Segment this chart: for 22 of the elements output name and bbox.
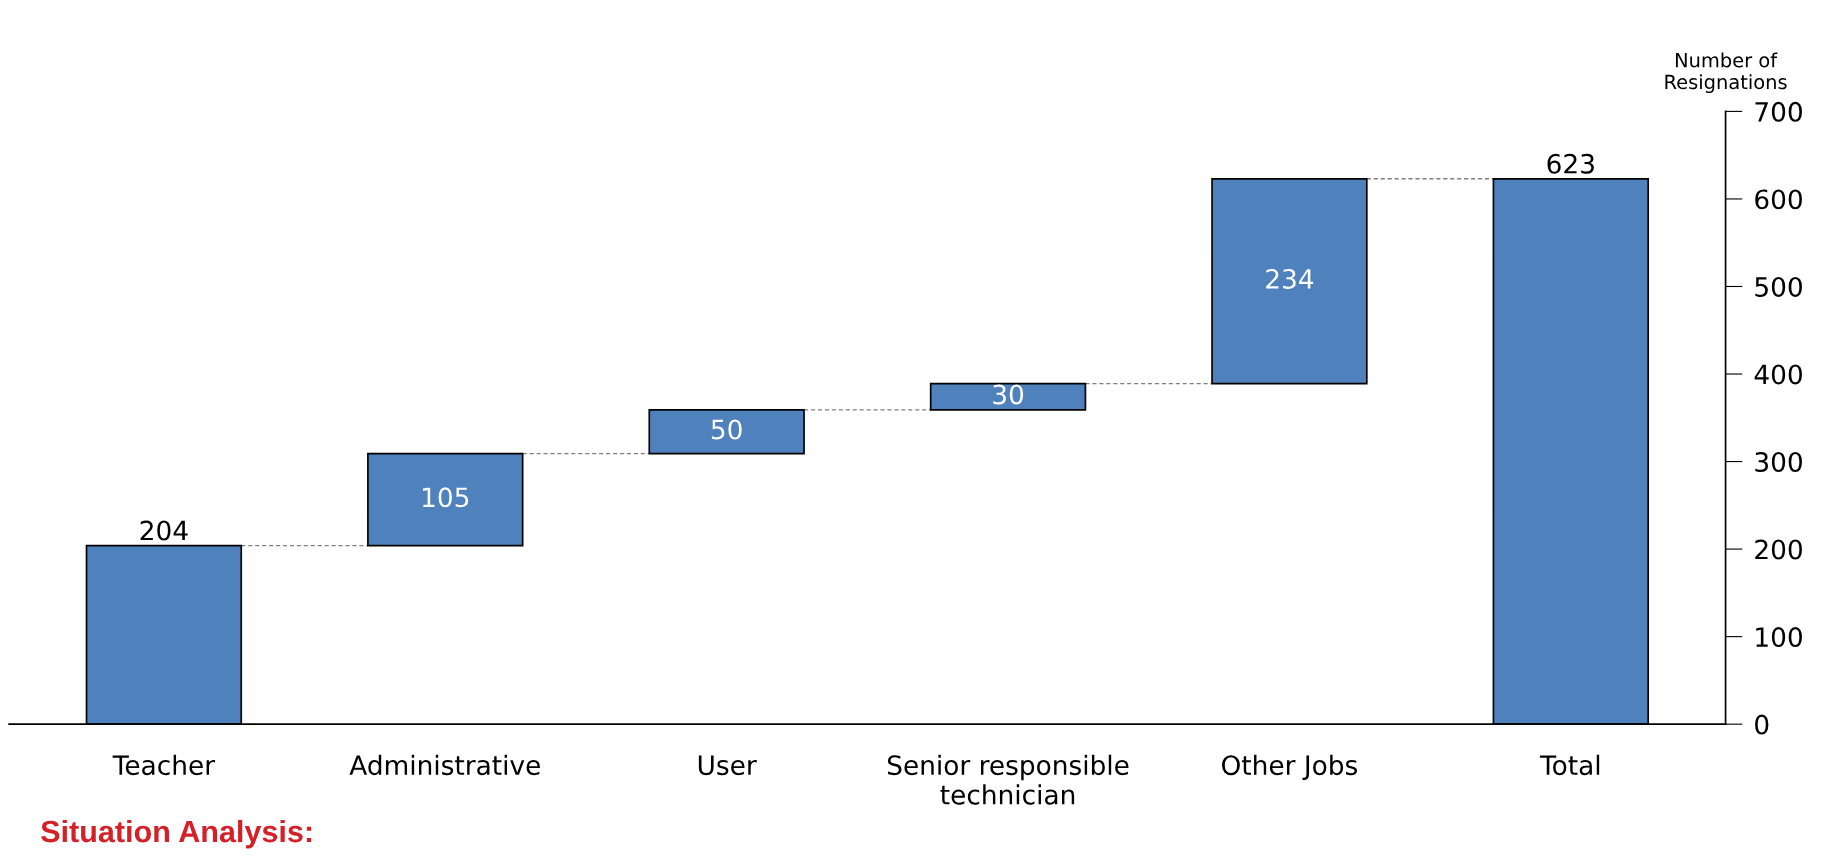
y-tick-label: 600 <box>1755 189 1802 210</box>
data-label: 30 <box>993 384 1024 405</box>
y-tick-label: 0 <box>1755 714 1769 735</box>
y-tick-label: 400 <box>1754 364 1802 385</box>
y-tick-label: 200 <box>1755 539 1802 560</box>
x-tick-label: Other Jobs <box>1222 754 1358 781</box>
x-tick-label: Administrative <box>349 754 540 776</box>
data-label: 204 <box>140 520 188 541</box>
x-tick-label: Teacher <box>112 754 216 776</box>
text: Situation Analysis: <box>41 819 312 849</box>
y-tick-label: 100 <box>1756 627 1802 648</box>
data-label: 623 <box>1547 153 1594 174</box>
y-tick-label: 700 <box>1755 101 1802 122</box>
data-label: 50 <box>711 419 742 440</box>
x-tick-label: Total <box>1539 754 1600 776</box>
x-tick-label: User <box>698 755 757 776</box>
data-label: 105 <box>422 487 469 508</box>
data-label: 234 <box>1266 268 1314 289</box>
x-tick-label: Senior responsible technician <box>887 754 1129 805</box>
y-tick-label: 500 <box>1755 276 1802 297</box>
y-tick-label: 300 <box>1755 452 1802 472</box>
y-axis-title: Number of Resignations <box>1665 52 1787 94</box>
